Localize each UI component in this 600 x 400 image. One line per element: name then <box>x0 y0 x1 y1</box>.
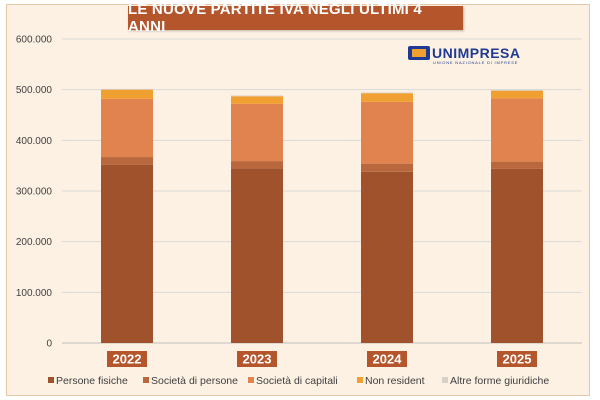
bar-segment <box>231 96 283 104</box>
legend: Persone fisiche Società di persone Società… <box>48 375 549 387</box>
bar-segment <box>491 90 543 99</box>
category-label-box <box>237 351 277 367</box>
y-tick-label: 600.000 <box>16 35 53 46</box>
legend-swatch <box>442 377 448 383</box>
bar-segment <box>101 157 153 165</box>
legend-label: Non resident <box>365 375 425 387</box>
bars <box>101 88 543 343</box>
unimpresa-logo: UNIMPRESA UNIONE NAZIONALE DI IMPRESE <box>408 45 521 65</box>
bar-segment <box>101 89 153 99</box>
bar-segment <box>101 98 153 158</box>
bar-segment <box>361 92 413 94</box>
y-tick-label: 100.000 <box>16 288 53 299</box>
category-label-box <box>367 351 407 367</box>
logo-subtitle: UNIONE NAZIONALE DI IMPRESE <box>433 60 518 65</box>
logo-name: UNIMPRESA <box>432 45 521 61</box>
legend-label: Altre forme giuridiche <box>450 375 549 387</box>
bar-segment <box>361 93 413 102</box>
category-label: 2025 <box>503 352 532 367</box>
legend-swatch <box>357 377 363 383</box>
category-label: 2023 <box>243 352 272 367</box>
bar-segment <box>231 168 283 343</box>
category-label-box <box>497 351 537 367</box>
category-label-box <box>107 351 147 367</box>
y-tick-label: 400.000 <box>16 136 53 147</box>
bar-segment <box>491 161 543 169</box>
category-labels: 2022 2023 2024 2025 <box>107 351 537 367</box>
legend-label: Società di persone <box>151 375 238 387</box>
bar-segment <box>231 95 283 97</box>
legend-swatch <box>143 377 149 383</box>
legend-swatch <box>48 377 54 383</box>
bar-segment <box>101 88 153 90</box>
legend-label: Persone fisiche <box>56 375 128 387</box>
bar-segment <box>231 161 283 169</box>
bar-segment <box>491 98 543 162</box>
bar-segment <box>491 89 543 91</box>
bar-segment <box>491 168 543 343</box>
bar-segment <box>101 164 153 343</box>
logo-icon-inner <box>412 49 426 57</box>
category-label: 2024 <box>373 352 403 367</box>
y-tick-label: 500.000 <box>16 85 53 96</box>
y-tick-label: 200.000 <box>16 237 53 248</box>
bar-segment <box>361 171 413 343</box>
bar-segment <box>361 101 413 164</box>
y-tick-label: 0 <box>46 339 52 350</box>
y-tick-label: 300.000 <box>16 187 53 198</box>
category-label: 2022 <box>113 352 142 367</box>
legend-label: Società di capitali <box>256 375 338 387</box>
bar-segment <box>361 163 413 172</box>
legend-swatch <box>248 377 254 383</box>
y-tick-labels: 600.000 500.000 400.000 300.000 200.000 100.0… <box>16 35 53 350</box>
bar-segment <box>231 103 283 162</box>
